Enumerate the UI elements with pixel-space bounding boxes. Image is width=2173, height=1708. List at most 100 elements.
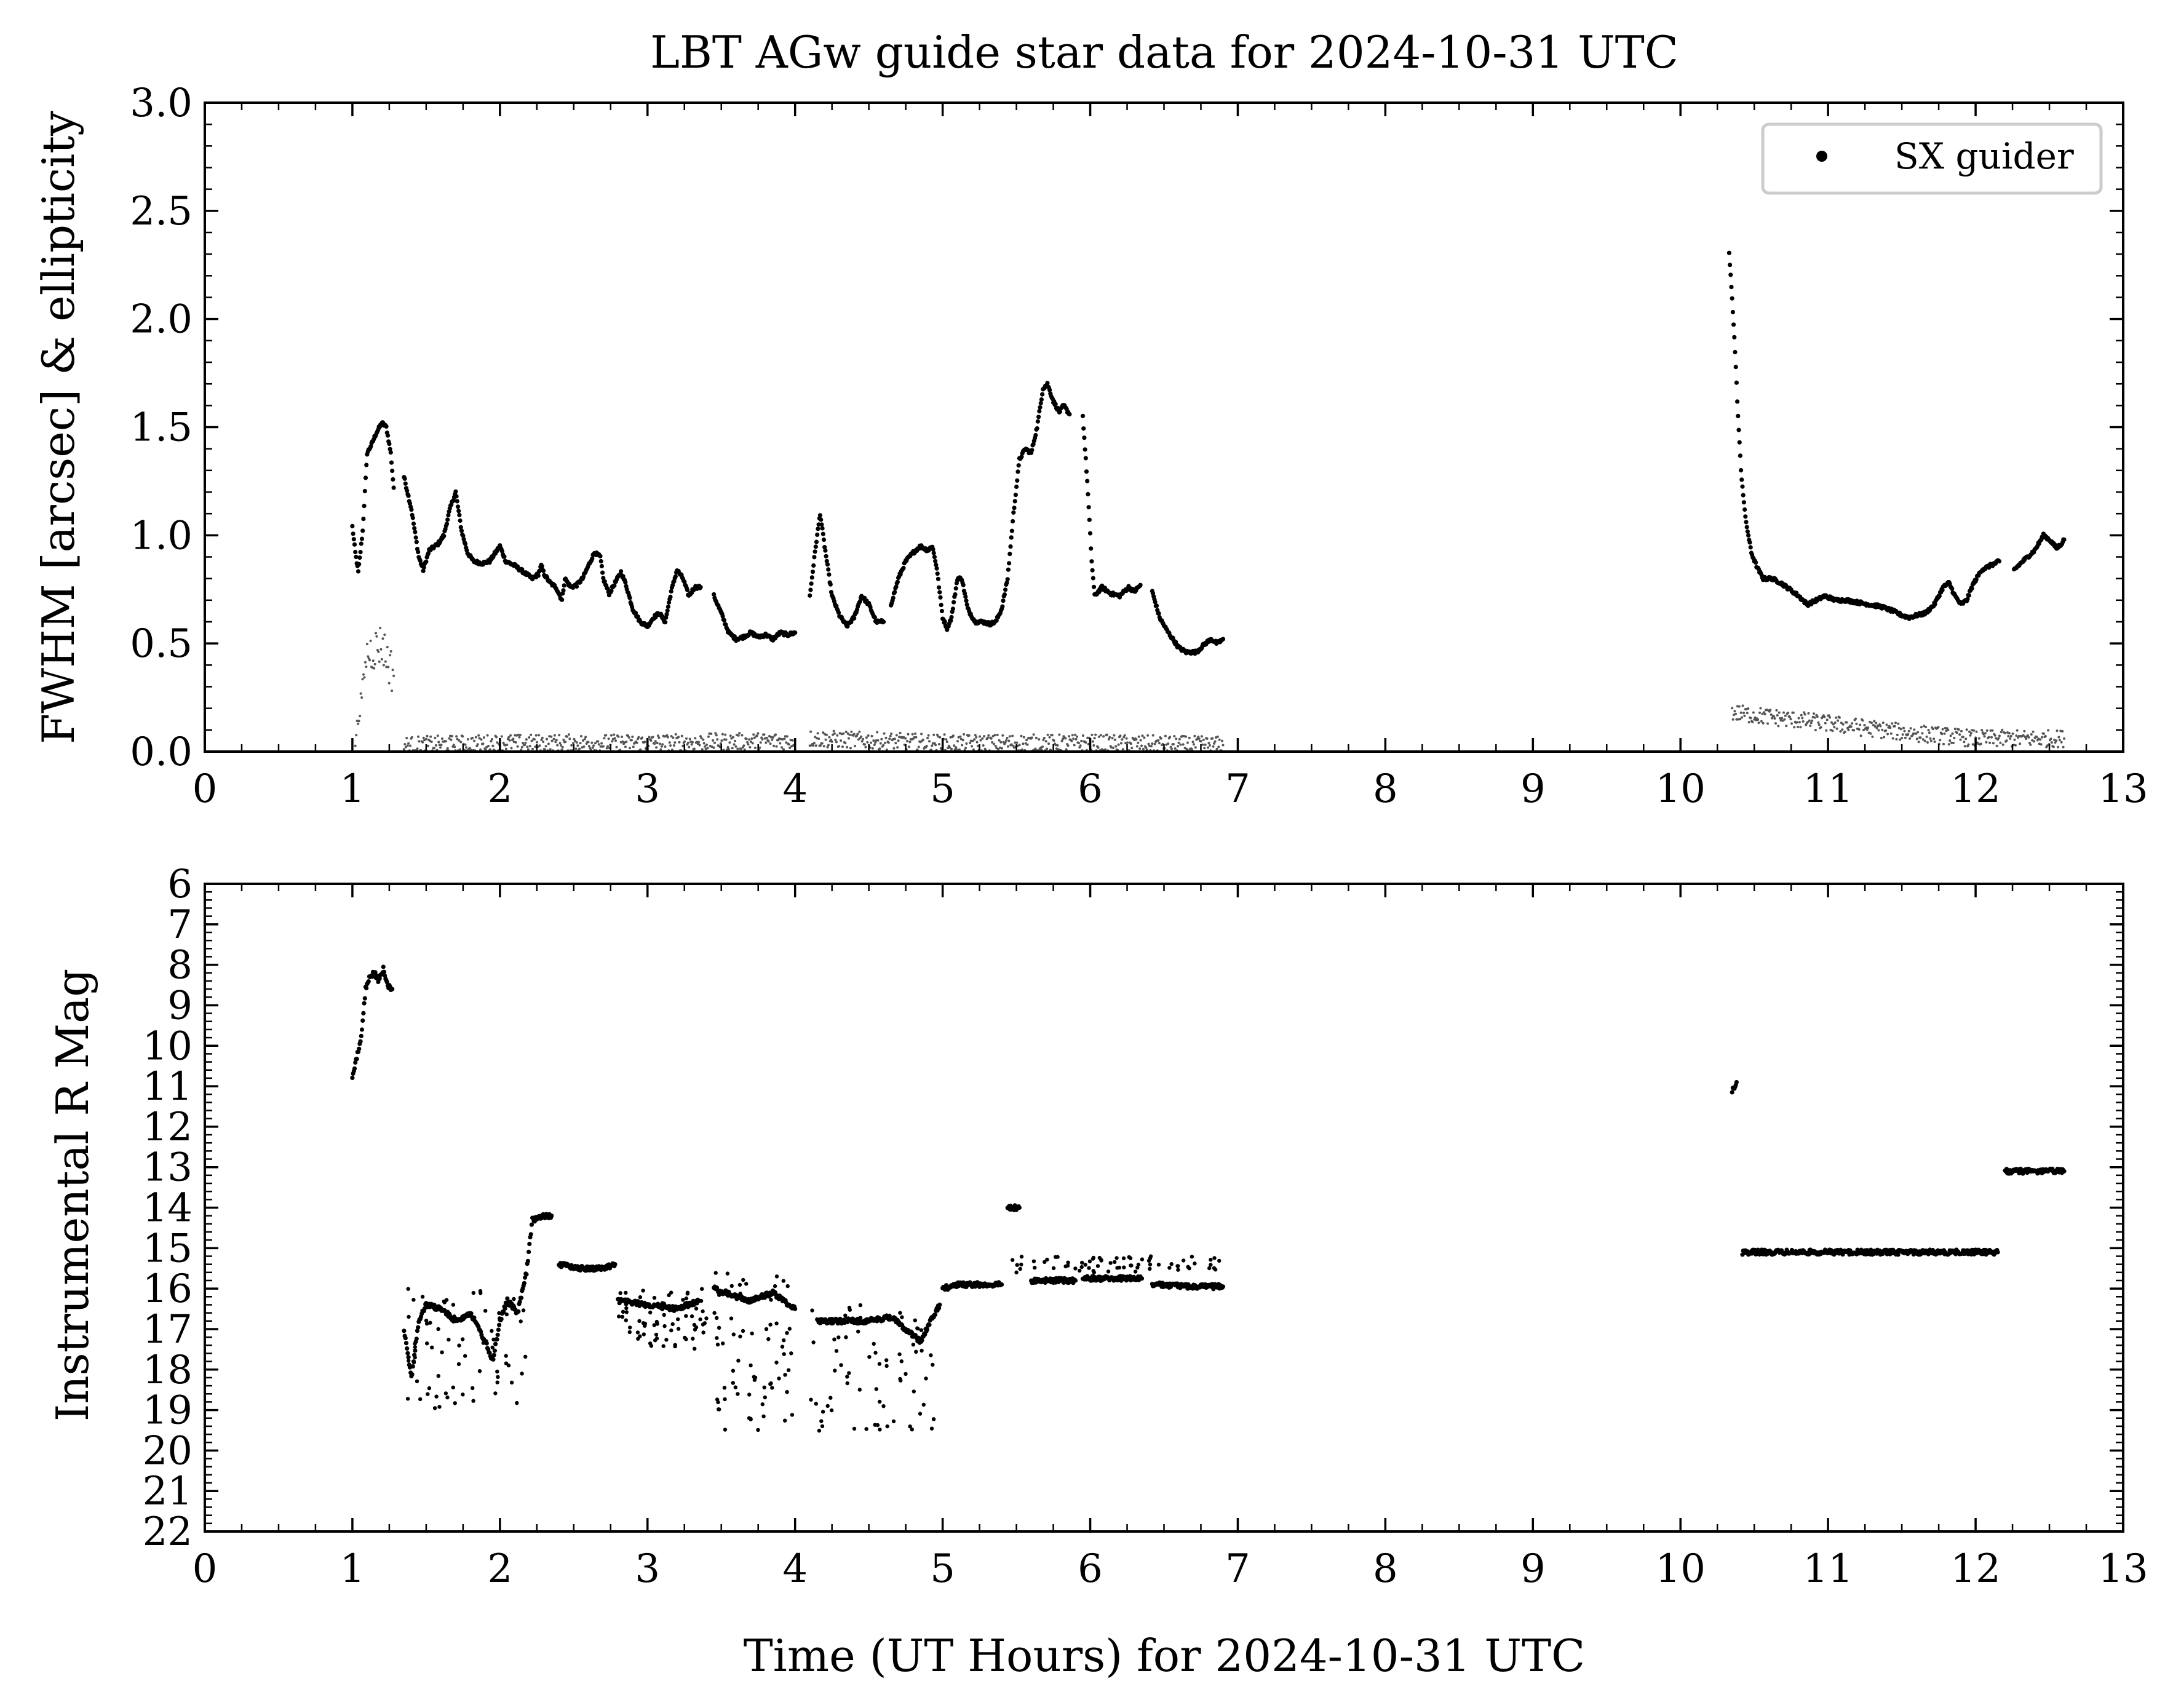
fwhm-point [729,734,732,737]
mag-point [918,1341,922,1345]
fwhm-point [1915,737,1918,741]
mag-point [762,1385,766,1389]
fwhm-point [948,746,951,749]
mag-point [1033,1265,1037,1270]
fwhm-point [907,733,910,736]
fwhm-point [811,563,816,568]
fwhm-point [664,615,669,620]
fwhm-point [403,743,407,745]
fwhm-point [1186,741,1189,744]
fwhm-point [426,550,431,556]
mag-point [491,1352,496,1357]
fwhm-point [454,494,459,499]
mag-point [443,1391,448,1396]
fwhm-point [405,737,408,739]
fwhm-point [765,736,768,739]
fwhm-point [1007,561,1012,566]
fwhm-point [1085,479,1090,483]
fwhm-point [745,737,748,741]
mag-point [694,1306,699,1311]
fwhm-point [354,554,359,560]
mag-point [406,1287,410,1291]
fwhm-point [955,748,958,751]
mag-marks [350,964,2067,1433]
fwhm-point [1033,432,1038,438]
fwhm-point [1963,745,1966,748]
fwhm-point [1931,728,1934,731]
fwhm-point [556,744,559,747]
fwhm-point [1800,713,1803,717]
fwhm-x-tick-label: 0 [193,766,218,812]
fwhm-point [1751,721,1754,723]
fwhm-point [1847,728,1850,731]
figure-title: LBT AGw guide star data for 2024-10-31 U… [650,26,1678,78]
mag-point [845,1375,849,1379]
fwhm-point [363,676,366,679]
fwhm-point [963,733,966,736]
mag-point [777,1376,781,1381]
fwhm-y-tick-label: 0.5 [130,621,193,667]
fwhm-point [417,735,419,738]
mag-point [362,996,367,1001]
fwhm-x-tick-label: 11 [1803,766,1853,812]
mag-point [858,1316,863,1320]
fwhm-point [734,739,736,742]
fwhm-point [1949,739,1952,742]
fwhm-point [672,736,675,739]
fwhm-point [1738,453,1742,458]
fwhm-point [1741,500,1746,505]
mag-point [475,1323,480,1328]
fwhm-point [904,737,907,740]
fwhm-point [1102,735,1105,738]
fwhm-point [1089,559,1094,564]
mag-point [1121,1256,1126,1260]
fwhm-point [1781,717,1784,720]
mag-point [424,1321,429,1326]
fwhm-point [865,736,868,739]
fwhm-point [1202,739,1205,741]
fwhm-point [1741,704,1744,707]
fwhm-point [1062,737,1064,741]
fwhm-point [544,748,547,751]
mag-point [491,1337,496,1342]
fwhm-point [1020,734,1023,737]
fwhm-point [873,744,876,746]
fwhm-y-axis-label: FWHM [arcsec] & ellipticity [33,111,84,744]
fwhm-point [815,532,820,538]
fwhm-point [1789,718,1792,721]
fwhm-point [507,736,510,739]
fwhm-y-tick-label: 2.5 [130,189,193,234]
mag-point [525,1258,531,1263]
fwhm-point [783,737,786,741]
fwhm-point [1097,746,1100,749]
mag-point [676,1327,681,1331]
mag-point [1051,1266,1056,1271]
fwhm-point [1747,721,1750,724]
mag-point [1117,1265,1122,1270]
fwhm-point [388,450,393,455]
fwhm-point [814,736,817,739]
fwhm-point [901,565,906,571]
mag-point [1054,1255,1058,1259]
fwhm-point [2046,744,2049,747]
fwhm-point [526,748,530,751]
fwhm-point [858,730,861,733]
mag-point [774,1321,779,1325]
mag-point [491,1357,496,1362]
fwhm-point [391,477,395,482]
fwhm-point [1784,714,1787,717]
fwhm-point [459,528,464,533]
fwhm-point [738,732,741,734]
fwhm-point [587,741,590,744]
fwhm-point [1216,735,1219,738]
fwhm-point [1220,637,1226,641]
fwhm-point [1833,721,1837,724]
fwhm-point [1801,717,1804,720]
fwhm-point [546,737,548,741]
fwhm-axes: 0 1 2 3 4 5 6 7 8 9 10 11 12 130.00.51.01.52.02.53.0 [130,81,2148,812]
fwhm-point [587,745,590,748]
fwhm-point [1879,725,1882,728]
fwhm-point [950,747,953,750]
fwhm-point [938,595,943,600]
mag-point [350,1075,355,1080]
